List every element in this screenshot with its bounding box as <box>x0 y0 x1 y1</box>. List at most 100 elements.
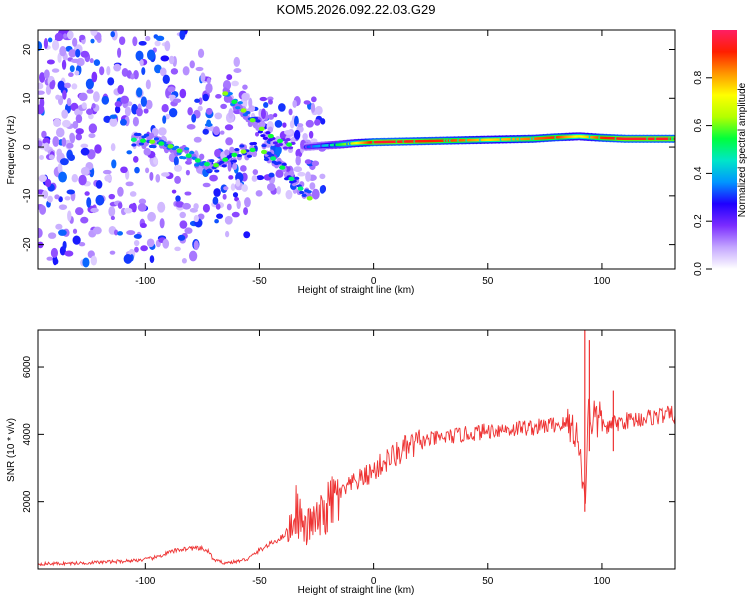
spectrogram-speckle <box>108 193 116 200</box>
spectrogram-speckle <box>134 246 139 253</box>
spectrogram-speckle <box>71 174 79 183</box>
spectrogram-speckle <box>177 234 186 241</box>
snr-y-label: SNR (10 * v/v) <box>6 418 17 482</box>
spectrogram-speckle <box>153 157 158 165</box>
spectrogram-speckle <box>224 124 234 131</box>
spectrogram-speckle <box>133 239 140 247</box>
x-tick-label: -50 <box>252 276 267 287</box>
spectrogram-speckle <box>195 66 204 72</box>
ridge-core <box>185 153 192 158</box>
spectrogram-speckle <box>155 35 165 42</box>
ridge-cell <box>214 169 220 173</box>
spectrogram-speckle <box>184 191 192 196</box>
spectrogram-speckle <box>69 65 75 73</box>
spectrogram-speckle <box>174 246 181 252</box>
spectrogram-speckle <box>66 97 72 107</box>
spectrogram-speckle <box>225 230 230 238</box>
ridge-cell <box>265 131 271 135</box>
spectrogram-speckle <box>209 174 218 182</box>
spectrogram-speckle <box>66 142 74 149</box>
ridge-core <box>194 158 201 163</box>
spectrogram-speckle <box>193 214 199 223</box>
spectrogram-speckle <box>93 59 101 67</box>
spectrogram-speckle <box>72 37 78 47</box>
ridge-cell <box>209 159 215 163</box>
spectrogram-speckle <box>51 39 60 51</box>
spectrogram-speckle <box>160 172 170 177</box>
spectrogram-speckle <box>202 203 210 213</box>
spectrogram-speckle <box>193 136 202 143</box>
spectrogram-speckle <box>48 232 57 239</box>
ridge-cell <box>257 130 264 134</box>
spectrogram-speckle <box>215 203 221 210</box>
spectrogram-speckle <box>143 147 151 156</box>
spectrogram-speckle <box>165 113 170 120</box>
ridge-cell <box>148 132 155 139</box>
spectrogram-speckle <box>86 108 94 115</box>
y-tick-label: 10 <box>22 92 33 104</box>
ridge-cell <box>245 110 251 115</box>
spectrogram-speckle <box>266 183 276 191</box>
spectrogram-speckle <box>241 184 248 192</box>
spectrogram-speckle <box>311 188 320 200</box>
spectrogram-speckle <box>256 175 265 181</box>
spectrogram-speckle <box>173 164 183 172</box>
spectrogram-speckle <box>86 197 92 208</box>
ridge-core <box>288 176 295 181</box>
y-tick-label: 2000 <box>22 490 33 513</box>
ridge-cell <box>224 149 230 156</box>
spectrogram-speckle <box>276 186 281 195</box>
spectrogram-speckle <box>268 99 273 105</box>
spectrogram-speckle <box>289 120 295 129</box>
spectrogram-speckle <box>206 119 212 127</box>
spectrogram-speckle <box>236 199 241 210</box>
spectrogram-speckle <box>90 38 95 44</box>
spectrogram-speckle <box>117 47 122 58</box>
spectrogram-speckle <box>129 191 137 197</box>
spectrogram-speckle <box>212 196 219 205</box>
spectrogram-x-ticks: -100 -50 0 50 100 <box>135 30 611 287</box>
spectrogram-speckle <box>186 123 196 130</box>
spectrogram-speckle <box>75 114 83 124</box>
spectrogram-speckle <box>202 128 209 135</box>
ridge-cell <box>290 137 296 144</box>
spectrogram-speckle <box>134 166 140 174</box>
spectrogram-speckle <box>132 36 138 47</box>
spectrogram-speckle <box>179 220 188 229</box>
spectrogram-speckle <box>41 130 47 139</box>
spectrogram-speckle <box>137 203 147 212</box>
x-tick-label: 50 <box>482 576 494 587</box>
ridge-core <box>240 149 247 154</box>
spectrogram-speckle <box>254 131 260 137</box>
spectrogram-y-ticks: -20 -10 0 10 20 <box>22 44 675 252</box>
spectrogram-speckle <box>274 119 283 128</box>
spectrogram-speckle <box>205 83 213 94</box>
ridge-cell <box>221 164 227 168</box>
ridge-cell <box>251 141 258 146</box>
spectrogram-speckle <box>101 95 110 105</box>
spectrogram-speckle <box>120 166 128 174</box>
spectrogram-speckle <box>53 118 62 127</box>
x-tick-label: -50 <box>252 576 267 587</box>
spectrogram-speckle <box>233 68 242 74</box>
spectrogram-speckle <box>123 207 133 214</box>
spectrogram-speckle <box>123 254 133 264</box>
spectrogram-speckle <box>54 194 60 200</box>
spectrogram-speckle <box>202 182 211 188</box>
spectrogram-speckle <box>157 201 166 213</box>
spectrogram-speckle <box>52 136 60 147</box>
spectrogram-speckle <box>248 97 253 109</box>
ridge-core <box>249 118 256 123</box>
spectrogram-speckle <box>75 128 84 135</box>
x-tick-label: 100 <box>594 276 611 287</box>
spectrogram-speckle <box>200 72 206 82</box>
ridge-core <box>258 126 265 131</box>
spectrogram-speckle <box>58 204 68 210</box>
spectrogram-speckle <box>282 122 287 128</box>
spectrogram-speckle <box>147 211 156 222</box>
spectrogram-speckle <box>38 90 45 95</box>
spectrogram-speckle <box>38 104 45 115</box>
spectrogram-speckle <box>297 123 304 128</box>
x-tick-label: 0 <box>371 276 377 287</box>
spectrogram-speckle <box>193 240 199 251</box>
